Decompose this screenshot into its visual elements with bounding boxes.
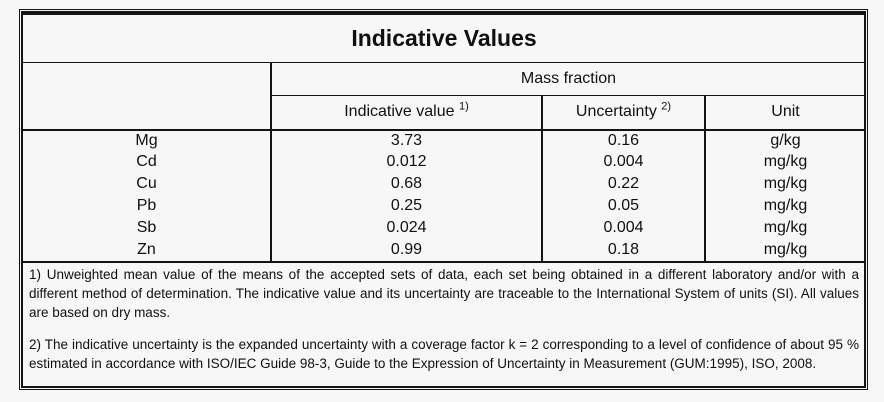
indicative-value-cell: 0.012 (270, 151, 542, 174)
table-title: Indicative Values (23, 15, 865, 63)
unit-cell: mg/kg (704, 151, 865, 174)
uncertainty-cell: 0.004 (541, 151, 705, 174)
column-header-label: Uncertainty (575, 103, 657, 121)
indicative-value-cell: 3.73 (270, 129, 542, 152)
indicative-value-cell: 0.024 (270, 217, 542, 240)
element-cell: Cd (136, 153, 157, 171)
footnote-1: 1) Unweighted mean value of the means of… (29, 266, 859, 320)
table-row-pb: Pb 0.25 0.05 mg/kg (23, 195, 865, 218)
footnote-2: 2) The indicative uncertainty is the exp… (29, 336, 859, 372)
footnote-marker-2: 2) (661, 100, 672, 113)
uncertainty-cell: 0.004 (541, 217, 705, 240)
column-header-uncertainty: Uncertainty 2) (541, 95, 705, 131)
unit-cell: mg/kg (704, 239, 865, 263)
unit-cell: mg/kg (704, 173, 865, 196)
footnotes-row: 1) Unweighted mean value of the means of… (23, 262, 865, 387)
group-header-row: Mass fraction (23, 62, 865, 131)
column-header-label: Indicative value (344, 103, 455, 121)
element-cell: Zn (23, 239, 271, 263)
table-title-row: Indicative Values (23, 15, 865, 63)
table-row-zn: Zn 0.99 0.18 mg/kg (23, 239, 865, 263)
unit-cell: mg/kg (704, 217, 865, 240)
unit-cell: mg/kg (704, 195, 865, 218)
table-outer-frame: Indicative Values Mass fraction Indicati… (19, 9, 868, 390)
table-row-mg: Mg 3.73 0.16 g/kg (23, 129, 865, 152)
element-cell: Sb (136, 219, 157, 237)
corner-empty-cell (23, 62, 271, 131)
uncertainty-cell: 0.22 (541, 173, 705, 196)
column-header-unit: Unit (704, 95, 865, 131)
table-row-cd: Cd 0.012 0.004 mg/kg (23, 151, 865, 174)
table-inner-frame: Indicative Values Mass fraction Indicati… (21, 11, 866, 388)
uncertainty-cell: 0.18 (541, 239, 705, 263)
unit-cell: g/kg (704, 129, 865, 152)
indicative-value-cell: 0.99 (270, 239, 542, 263)
element-cell: Mg (135, 131, 158, 149)
footnote-marker-1: 1) (458, 100, 469, 113)
element-cell: Cu (136, 175, 157, 193)
indicative-value-cell: 0.25 (270, 195, 542, 218)
table-row-cu: Cu 0.68 0.22 mg/kg (23, 173, 865, 196)
indicative-value-cell: 0.68 (270, 173, 542, 196)
column-header-indicative-value: Indicative value 1) (270, 95, 542, 131)
uncertainty-cell: 0.16 (541, 129, 705, 152)
group-header-mass-fraction: Mass fraction (270, 62, 865, 96)
footnotes-cell: 1) Unweighted mean value of the means of… (23, 262, 865, 387)
element-cell: Pb (136, 197, 157, 215)
indicative-values-table: Indicative Values Mass fraction Indicati… (23, 15, 865, 386)
table-row-sb: Sb 0.024 0.004 mg/kg (23, 217, 865, 240)
uncertainty-cell: 0.05 (541, 195, 705, 218)
column-header-row: Indicative value 1) Uncertainty 2) Unit (23, 95, 865, 131)
